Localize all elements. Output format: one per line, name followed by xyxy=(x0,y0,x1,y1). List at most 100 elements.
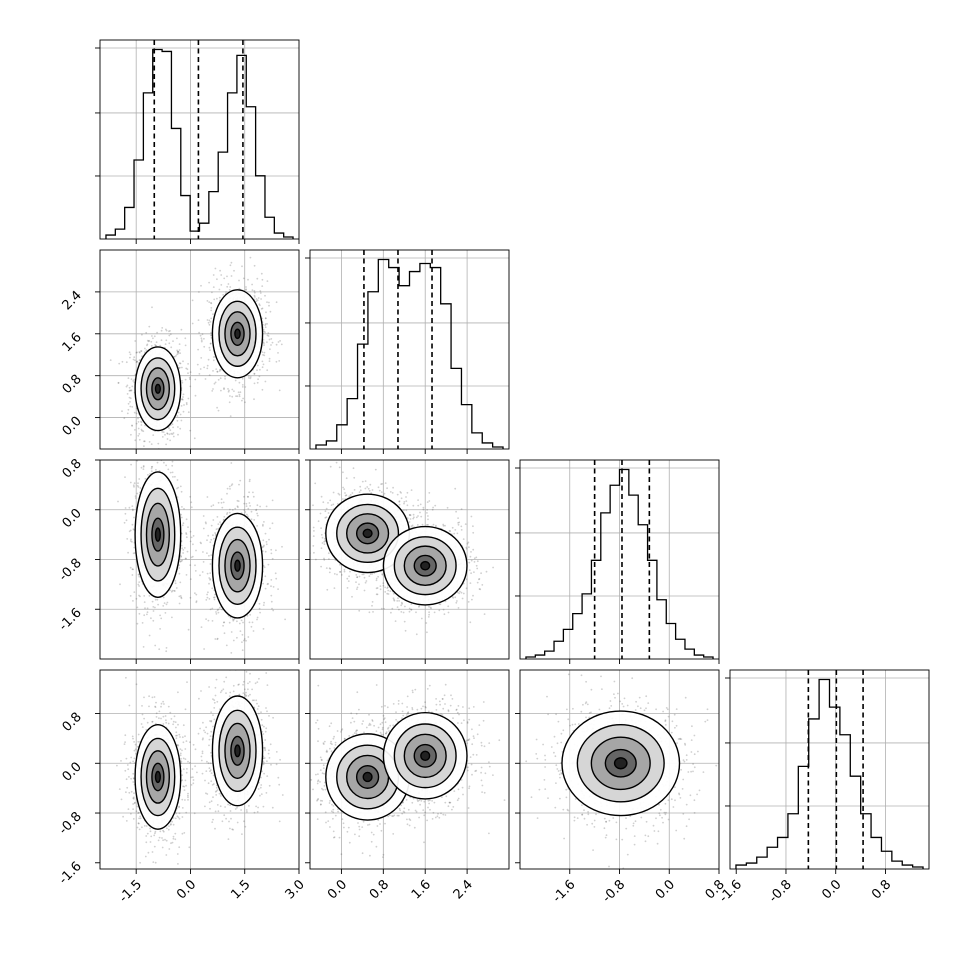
scatter-point xyxy=(129,566,132,569)
scatter-point xyxy=(194,394,197,397)
scatter-point xyxy=(132,600,134,602)
scatter-point xyxy=(271,557,274,560)
scatter-point xyxy=(206,319,209,321)
scatter-point xyxy=(245,288,248,291)
contour-0-0-3 xyxy=(151,377,165,401)
scatter-point xyxy=(457,517,459,519)
scatter-point xyxy=(136,360,138,363)
scatter-point xyxy=(277,341,280,343)
scatter-point xyxy=(219,368,221,371)
scatter-point xyxy=(182,549,185,551)
scatter-point xyxy=(127,408,130,411)
scatter-point xyxy=(202,515,205,517)
scatter-point xyxy=(128,506,131,509)
scatter-point xyxy=(189,378,191,381)
scatter-point xyxy=(128,386,131,389)
scatter-point xyxy=(155,453,157,455)
scatter-point xyxy=(155,468,157,471)
scatter-point xyxy=(478,588,481,590)
scatter-point xyxy=(216,278,218,281)
scatter-point xyxy=(264,317,267,320)
scatter-point xyxy=(194,592,196,595)
scatter-point xyxy=(129,540,132,542)
scatter-point xyxy=(162,605,165,607)
scatter-point xyxy=(185,403,188,406)
scatter-point xyxy=(355,581,357,583)
scatter-point xyxy=(461,597,464,600)
hist-panel-p0 xyxy=(95,39,300,244)
scatter-point xyxy=(182,360,184,363)
scatter-point xyxy=(312,545,315,547)
scatter-point xyxy=(231,395,234,398)
scatter-point xyxy=(156,331,159,334)
scatter-point xyxy=(182,410,185,413)
scatter-point xyxy=(131,523,134,526)
scatter-point xyxy=(133,546,136,549)
scatter-point xyxy=(243,509,246,511)
scatter-point xyxy=(253,291,256,294)
scatter-point xyxy=(199,541,202,544)
scatter-point xyxy=(165,603,168,606)
scatter-point xyxy=(180,544,183,547)
scatter-point xyxy=(405,500,408,502)
scatter-point xyxy=(263,544,265,547)
scatter-point xyxy=(209,579,212,581)
scatter-point xyxy=(249,376,252,378)
scatter-point xyxy=(132,380,135,382)
scatter-point xyxy=(376,593,379,596)
scatter-point xyxy=(180,405,183,407)
scatter-point xyxy=(138,433,141,435)
scatter-point xyxy=(201,333,204,336)
scatter-point xyxy=(121,410,123,413)
scatter-point xyxy=(244,511,247,513)
scatter-point xyxy=(204,378,207,380)
scatter-point xyxy=(159,628,162,630)
scatter-point xyxy=(151,465,154,468)
scatter-point xyxy=(150,345,153,347)
scatter-point xyxy=(164,457,166,459)
scatter-point xyxy=(139,487,142,489)
scatter-point xyxy=(330,504,333,506)
scatter-point xyxy=(409,514,412,517)
scatter-point xyxy=(389,491,392,493)
contour-1-1-1 xyxy=(218,526,257,605)
scatter-point xyxy=(189,540,192,543)
scatter-point xyxy=(142,465,145,468)
scatter-point xyxy=(178,567,181,569)
scatter-point xyxy=(241,399,243,402)
scatter-point xyxy=(147,474,149,476)
scatter-point xyxy=(185,367,188,370)
scatter-point xyxy=(204,521,207,524)
scatter-point xyxy=(356,588,358,590)
scatter-point xyxy=(266,341,268,343)
scatter-point xyxy=(169,471,172,474)
scatter-point xyxy=(117,500,119,503)
scatter-point xyxy=(323,557,325,560)
scatter-point xyxy=(349,494,352,496)
contour-1-1-2 xyxy=(224,538,251,593)
scatter-point xyxy=(162,596,165,599)
density-fill-1-1-4 xyxy=(234,560,241,572)
scatter-point xyxy=(247,278,249,281)
scatter-point xyxy=(229,415,232,417)
scatter-point xyxy=(131,505,134,507)
contour-1-0-2 xyxy=(145,502,170,567)
scatter-point xyxy=(180,398,183,401)
scatter-point xyxy=(197,348,200,351)
scatter-point xyxy=(267,563,270,566)
pair-frame-0 xyxy=(99,249,300,450)
scatter-point xyxy=(174,582,177,585)
scatter-point xyxy=(226,487,229,490)
hist-frame-p3 xyxy=(729,669,930,870)
scatter-point xyxy=(228,289,231,291)
scatter-point xyxy=(131,425,134,427)
scatter-point xyxy=(138,581,141,583)
scatter-point xyxy=(138,594,140,597)
scatter-point xyxy=(136,622,139,625)
scatter-point xyxy=(263,330,265,333)
scatter-point xyxy=(168,342,171,345)
scatter-point xyxy=(400,611,403,613)
scatter-point xyxy=(185,536,188,539)
scatter-point xyxy=(392,592,395,595)
scatter-point xyxy=(160,329,163,332)
